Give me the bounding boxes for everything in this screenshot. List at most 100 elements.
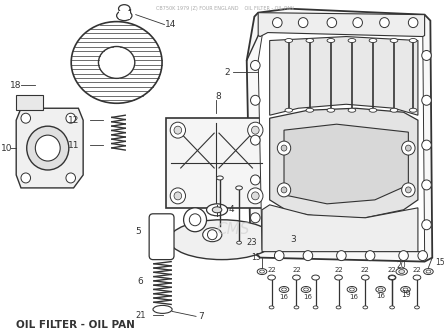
Circle shape: [405, 187, 411, 193]
Ellipse shape: [362, 275, 369, 280]
Circle shape: [422, 140, 431, 150]
Text: 15: 15: [435, 258, 445, 267]
Ellipse shape: [117, 11, 132, 21]
Circle shape: [170, 188, 186, 204]
Ellipse shape: [99, 46, 135, 78]
Polygon shape: [258, 23, 425, 252]
Circle shape: [251, 175, 260, 185]
Ellipse shape: [376, 287, 385, 293]
Text: 18: 18: [10, 81, 22, 90]
Polygon shape: [258, 13, 425, 36]
Ellipse shape: [269, 306, 274, 309]
Ellipse shape: [285, 108, 293, 112]
Text: 22: 22: [334, 267, 343, 273]
Ellipse shape: [369, 108, 377, 112]
Circle shape: [189, 214, 201, 226]
Text: 15: 15: [252, 253, 261, 262]
Ellipse shape: [285, 38, 293, 42]
Bar: [16, 95, 43, 110]
Circle shape: [281, 145, 287, 151]
Text: 16: 16: [280, 295, 289, 301]
Circle shape: [248, 188, 263, 204]
Ellipse shape: [212, 207, 222, 213]
Text: 22: 22: [267, 267, 276, 273]
Text: 16: 16: [376, 294, 385, 300]
Circle shape: [399, 250, 409, 261]
Circle shape: [273, 18, 282, 28]
Circle shape: [170, 122, 186, 138]
Ellipse shape: [388, 275, 396, 280]
Text: 12: 12: [68, 116, 79, 125]
Ellipse shape: [415, 306, 419, 309]
Ellipse shape: [306, 38, 314, 42]
Ellipse shape: [363, 306, 368, 309]
Circle shape: [251, 95, 260, 105]
Text: 3: 3: [291, 235, 297, 244]
Ellipse shape: [348, 38, 356, 42]
Ellipse shape: [203, 228, 222, 242]
Text: 14: 14: [165, 20, 177, 29]
Ellipse shape: [327, 108, 334, 112]
Ellipse shape: [334, 275, 343, 280]
Ellipse shape: [206, 204, 227, 216]
Circle shape: [251, 213, 260, 223]
Ellipse shape: [336, 306, 341, 309]
Circle shape: [277, 141, 291, 155]
Ellipse shape: [390, 38, 398, 42]
Ellipse shape: [409, 38, 417, 42]
Circle shape: [337, 250, 346, 261]
Text: 20: 20: [397, 261, 406, 270]
Text: 22: 22: [388, 267, 396, 273]
Ellipse shape: [399, 270, 405, 274]
Circle shape: [353, 18, 363, 28]
Ellipse shape: [237, 241, 241, 244]
Circle shape: [66, 173, 75, 183]
Circle shape: [303, 250, 313, 261]
Text: 22: 22: [413, 267, 421, 273]
Ellipse shape: [424, 269, 433, 275]
Circle shape: [277, 183, 291, 197]
Polygon shape: [270, 36, 418, 115]
Circle shape: [174, 192, 182, 200]
Ellipse shape: [279, 287, 289, 293]
Ellipse shape: [301, 287, 311, 293]
Ellipse shape: [401, 287, 410, 293]
Ellipse shape: [119, 5, 130, 13]
Polygon shape: [270, 108, 418, 218]
Text: OIL FILTER - OIL PAN: OIL FILTER - OIL PAN: [16, 320, 135, 330]
Ellipse shape: [153, 305, 172, 313]
Ellipse shape: [390, 108, 398, 112]
Ellipse shape: [378, 288, 383, 291]
Circle shape: [35, 135, 60, 161]
Ellipse shape: [426, 270, 431, 273]
Circle shape: [274, 250, 284, 261]
Text: 4: 4: [228, 205, 234, 214]
Text: 10: 10: [1, 144, 12, 153]
Circle shape: [251, 135, 260, 145]
Ellipse shape: [71, 22, 162, 103]
Ellipse shape: [347, 287, 357, 293]
Text: CB750K 1979 (Z) FOUR ENGLAND    OIL FILTER - OIL PAN: CB750K 1979 (Z) FOUR ENGLAND OIL FILTER …: [156, 6, 293, 11]
Circle shape: [281, 187, 287, 193]
Bar: [166, 118, 267, 208]
Ellipse shape: [217, 176, 223, 180]
Ellipse shape: [389, 276, 396, 280]
Text: 19: 19: [401, 290, 410, 299]
Ellipse shape: [257, 269, 267, 275]
Ellipse shape: [409, 108, 417, 112]
Ellipse shape: [312, 275, 319, 280]
Ellipse shape: [348, 108, 356, 112]
Text: 23: 23: [247, 238, 257, 247]
Circle shape: [66, 113, 75, 123]
Ellipse shape: [169, 220, 274, 260]
Ellipse shape: [327, 38, 334, 42]
Ellipse shape: [304, 288, 308, 291]
Polygon shape: [16, 108, 83, 188]
Ellipse shape: [413, 275, 421, 280]
Polygon shape: [262, 205, 418, 252]
Circle shape: [174, 126, 182, 134]
Circle shape: [248, 122, 263, 138]
Text: 22: 22: [361, 267, 370, 273]
Ellipse shape: [369, 38, 377, 42]
Circle shape: [409, 18, 418, 28]
